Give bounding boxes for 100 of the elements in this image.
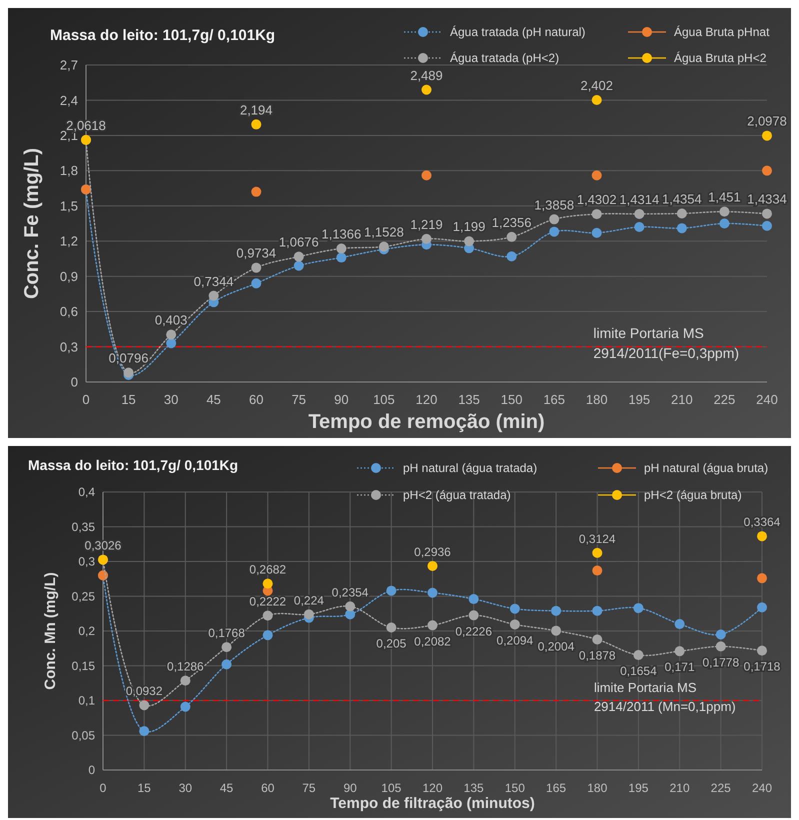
data-label: 1,3858 [534, 197, 574, 212]
point [757, 573, 767, 584]
data-label: 1,199 [452, 219, 486, 234]
point [468, 610, 479, 620]
x-tick-label: 195 [628, 392, 650, 407]
data-label: 0,2226 [455, 624, 492, 638]
x-tick-label: 180 [586, 392, 608, 407]
data-label: 1,4354 [662, 191, 702, 206]
data-label: 0,2936 [414, 544, 452, 559]
point [428, 560, 438, 571]
point [674, 646, 685, 656]
point [428, 588, 438, 598]
x-tick-label: 60 [261, 781, 275, 795]
x-tick-label: 15 [121, 392, 136, 407]
point [676, 223, 687, 234]
point [633, 650, 644, 660]
point [592, 634, 602, 644]
point [336, 244, 346, 254]
y-tick-label: 2,7 [60, 58, 78, 73]
data-label: 0,1286 [167, 660, 204, 674]
data-label: 0,1768 [208, 626, 246, 640]
point [422, 84, 432, 95]
x-tick-label: 240 [752, 781, 772, 795]
point [386, 586, 396, 596]
point [719, 206, 730, 217]
data-label: 1,4302 [576, 192, 617, 208]
point [251, 262, 262, 273]
data-label: 0,1718 [744, 660, 781, 674]
legend-label: pH<2 (água bruta) [644, 488, 742, 502]
point [464, 236, 474, 246]
x-tick-label: 165 [546, 781, 566, 795]
legend-label: Água Bruta pH<2 [674, 51, 767, 66]
point [592, 94, 602, 105]
x-tick-label: 135 [464, 781, 484, 795]
point [294, 252, 304, 262]
data-label: 1,0676 [278, 234, 319, 250]
point [180, 702, 190, 712]
data-label: 0,171 [664, 660, 695, 674]
y-axis-title: Conc. Mn (mg/L) [42, 572, 59, 690]
point [762, 130, 772, 141]
point [757, 602, 767, 612]
data-label: 0,1654 [620, 664, 658, 678]
point [510, 604, 520, 614]
point [676, 208, 687, 218]
x-tick-label: 30 [164, 392, 178, 407]
y-tick-label: 0,3 [78, 554, 96, 569]
y-tick-label: 0 [70, 374, 78, 390]
x-tick-label: 240 [756, 392, 778, 407]
y-tick-label: 0,9 [60, 268, 78, 284]
x-tick-label: 225 [710, 781, 732, 795]
point [506, 251, 517, 262]
point [180, 676, 190, 686]
x-tick-label: 165 [543, 392, 566, 407]
data-label: 1,1528 [364, 224, 404, 240]
legend-label: pH natural (água bruta) [644, 461, 768, 476]
x-tick-label: 45 [220, 781, 234, 795]
x-tick-label: 75 [292, 392, 306, 407]
point [633, 603, 644, 614]
data-label: 1,1366 [321, 226, 362, 242]
point [506, 232, 517, 242]
point [468, 594, 479, 604]
data-label: 0,2354 [332, 585, 369, 600]
data-label: 0,7344 [194, 274, 234, 289]
x-tick-label: 90 [343, 781, 358, 795]
point [762, 208, 772, 219]
point [422, 234, 432, 244]
data-label: 0,403 [154, 312, 188, 328]
point [422, 170, 432, 180]
x-tick-label: 105 [381, 781, 402, 795]
point [674, 619, 685, 630]
x-axis-title: Tempo de remoção (min) [308, 411, 545, 433]
x-tick-label: 75 [302, 781, 316, 795]
data-label: 2,0978 [747, 114, 787, 129]
chart-title: Massa do leito: 101,7g/ 0,101Kg [28, 457, 238, 473]
point [716, 629, 726, 640]
legend-label: pH natural (água tratada) [403, 461, 538, 476]
data-label: 0,0932 [126, 684, 163, 698]
data-label: 2,194 [240, 102, 273, 118]
data-label: 0,9734 [236, 246, 276, 261]
data-label: 2,402 [580, 78, 614, 93]
point [757, 646, 767, 656]
point [762, 220, 772, 231]
y-tick-label: 1,5 [60, 198, 78, 214]
x-tick-label: 105 [373, 392, 395, 407]
x-tick-label: 225 [714, 392, 736, 407]
point [378, 242, 389, 252]
y-tick-label: 0,1 [78, 694, 96, 708]
point [428, 620, 438, 630]
point [262, 578, 273, 589]
data-label: 1,219 [410, 216, 443, 232]
ref-line-label: limite Portaria MS 2914/2011 (Mn=0,1ppm) [594, 680, 736, 714]
legend-label: Água Bruta pHnat [674, 25, 770, 40]
point [592, 548, 602, 558]
data-label: 0,2222 [249, 594, 286, 609]
point [251, 186, 262, 197]
data-label: 0,2094 [496, 633, 534, 648]
point [208, 290, 219, 301]
x-tick-label: 210 [671, 392, 693, 407]
x-tick-label: 45 [206, 392, 221, 407]
point [757, 531, 767, 542]
